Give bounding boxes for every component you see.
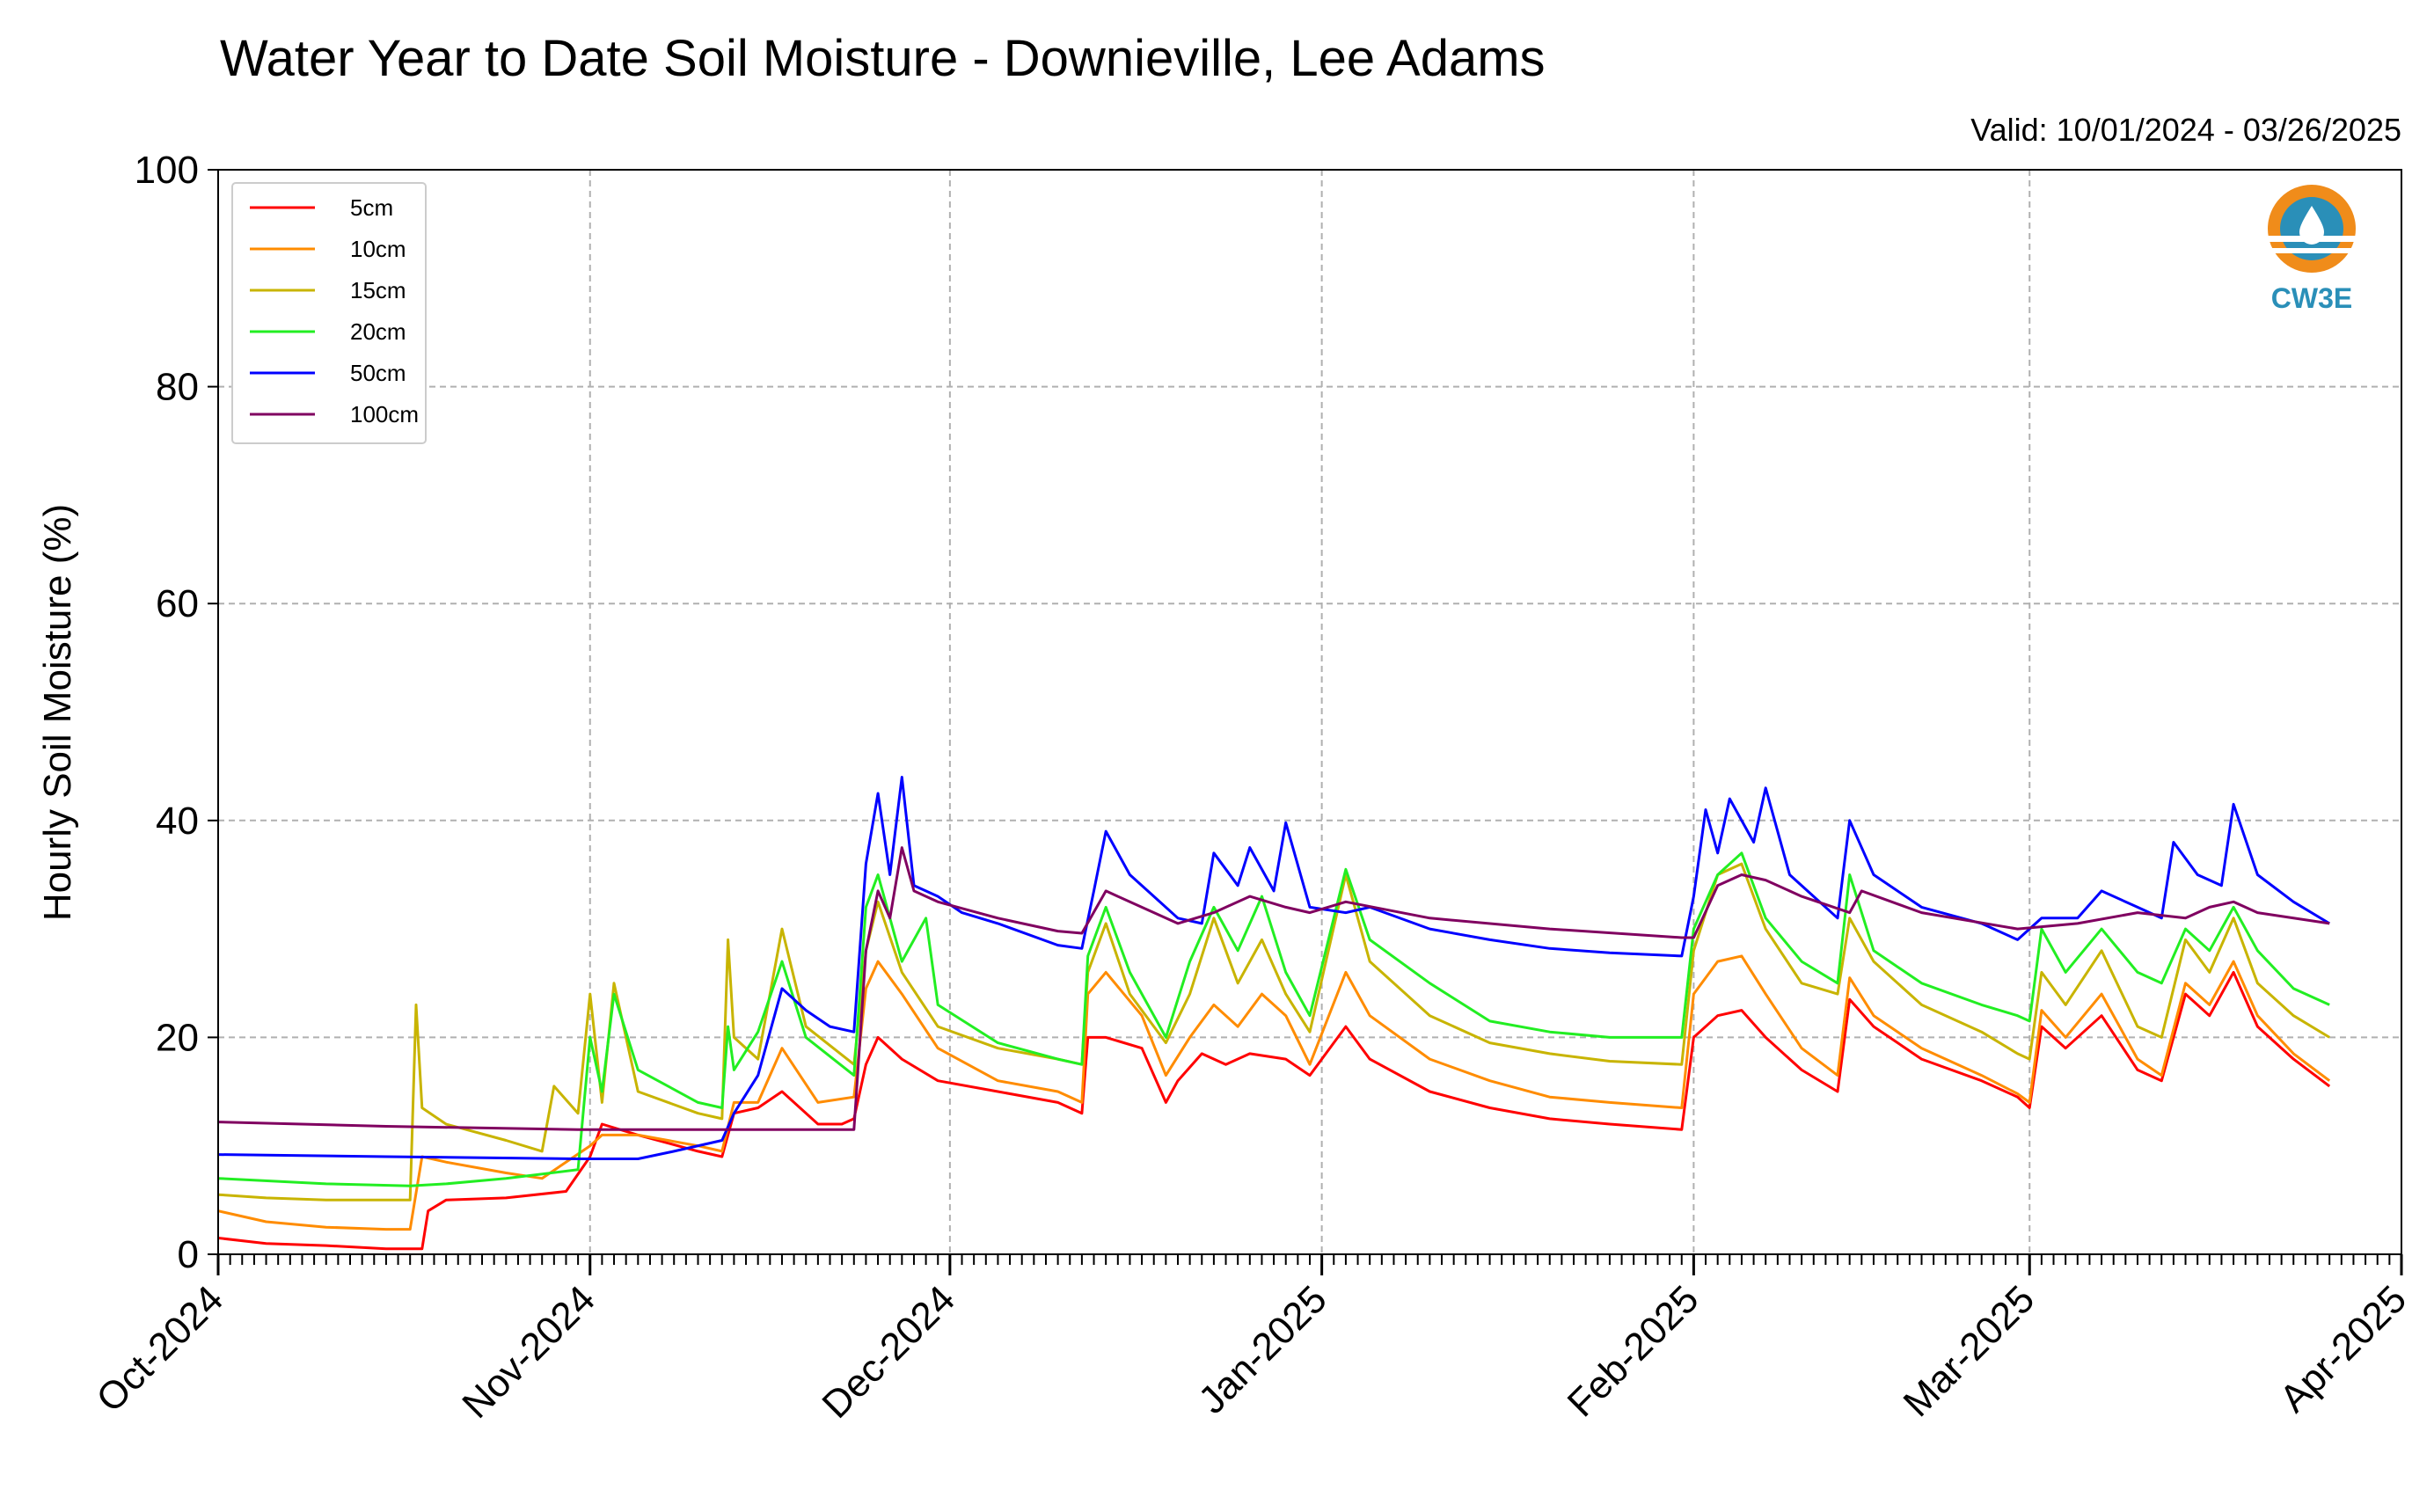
logo-text: CW3E [2271, 282, 2352, 314]
droplet-icon [2299, 206, 2324, 245]
legend-label-20cm: 20cm [350, 318, 406, 345]
y-tick-label: 60 [156, 582, 199, 625]
legend-label-5cm: 5cm [350, 194, 393, 221]
legend: 5cm 10cm 15cm 20cm 50cm 100cm [231, 182, 427, 444]
y-tick-label: 80 [156, 366, 199, 409]
logo-wave-2 [2268, 248, 2356, 253]
valid-range: Valid: 10/01/2024 - 03/26/2025 [1970, 112, 2401, 148]
series-lines [217, 776, 2331, 1251]
y-tick-label: 20 [156, 1016, 199, 1059]
legend-label-50cm: 50cm [350, 360, 406, 386]
cw3e-logo: CW3E [2268, 185, 2356, 314]
series-line-100cm [217, 846, 2330, 1131]
series-line-10cm [217, 954, 2331, 1231]
y-axis-ticks: 0 20 40 60 80 100 [135, 149, 218, 1276]
legend-label-100cm: 100cm [350, 401, 419, 427]
chart-title: Water Year to Date Soil Moisture - Downi… [220, 30, 1546, 87]
series-line-50cm [217, 776, 2330, 1160]
y-tick-label: 0 [178, 1233, 199, 1276]
series-line-20cm [217, 851, 2330, 1187]
x-minor-ticks [217, 1254, 2402, 1265]
series-line-15cm [217, 862, 2330, 1202]
legend-label-10cm: 10cm [350, 236, 406, 262]
y-tick-label: 40 [156, 800, 199, 843]
gridlines [218, 170, 2401, 1254]
y-tick-label: 100 [135, 149, 199, 192]
legend-label-15cm: 15cm [350, 277, 406, 303]
y-axis-label: Hourly Soil Moisture (%) [36, 504, 79, 921]
